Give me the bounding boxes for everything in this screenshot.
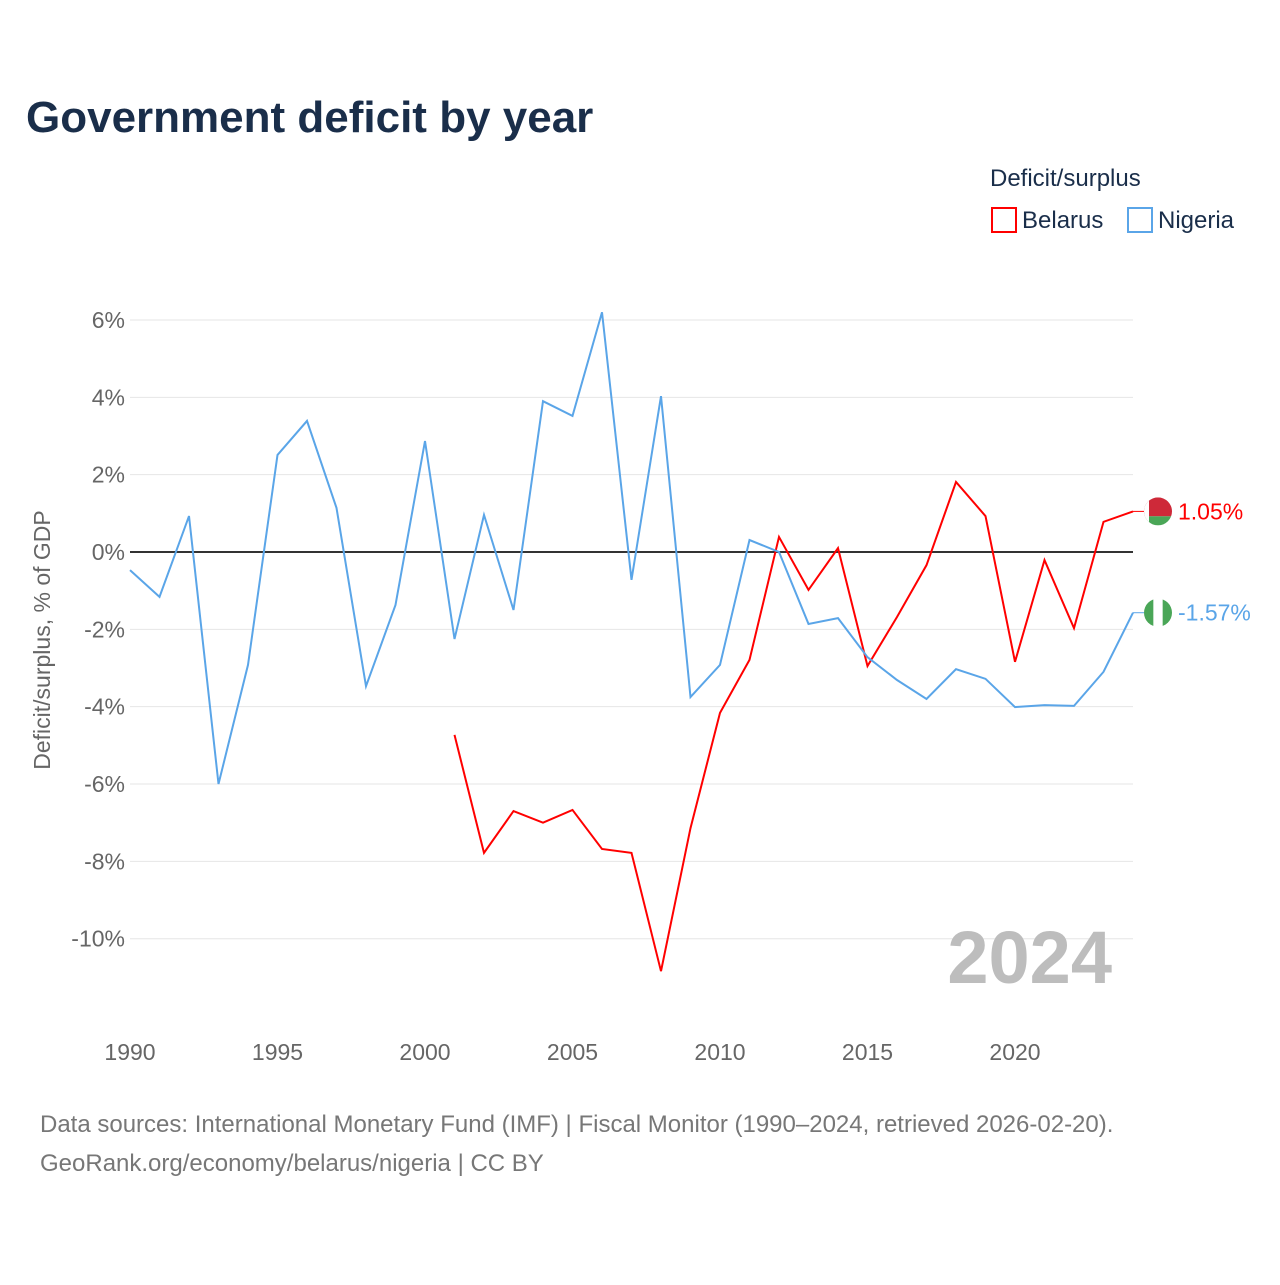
legend-swatch-belarus (992, 208, 1016, 232)
year-watermark: 2024 (947, 916, 1112, 999)
end-label-nigeria: -1.57% (1178, 600, 1251, 626)
x-axis-ticks: 1990 1995 2000 2005 2010 2015 2020 (104, 1039, 1040, 1065)
y-tick-label: -2% (84, 616, 125, 642)
y-tick-label: 2% (92, 462, 125, 488)
y-tick-label: -6% (84, 771, 125, 797)
y-tick-label: -10% (71, 926, 125, 952)
flag-icon-belarus (1144, 497, 1172, 525)
grid (130, 320, 1133, 939)
series-line-nigeria (130, 312, 1133, 784)
chart-title: Government deficit by year (26, 93, 593, 142)
y-tick-label: 0% (92, 539, 125, 565)
legend-swatch-nigeria (1128, 208, 1152, 232)
x-tick-label: 2005 (547, 1039, 598, 1065)
end-labels: 1.05% -1.57% (1133, 497, 1251, 626)
end-label-belarus: 1.05% (1178, 498, 1243, 524)
y-tick-label: -8% (84, 848, 125, 874)
y-axis-ticks: 6% 4% 2% 0% -2% -4% -6% -8% -10% (71, 307, 125, 952)
x-tick-label: 2000 (399, 1039, 450, 1065)
x-tick-label: 2010 (694, 1039, 745, 1065)
x-tick-label: 2015 (842, 1039, 893, 1065)
y-tick-label: 6% (92, 307, 125, 333)
legend-label-belarus: Belarus (1022, 207, 1103, 234)
y-tick-label: 4% (92, 384, 125, 410)
x-tick-label: 2020 (989, 1039, 1040, 1065)
flag-icon-nigeria (1144, 599, 1172, 627)
x-tick-label: 1990 (104, 1039, 155, 1065)
legend-title: Deficit/surplus (990, 165, 1141, 192)
series-line-belarus (455, 482, 1134, 971)
legend-item-nigeria[interactable]: Nigeria (1128, 207, 1235, 234)
y-axis-label: Deficit/surplus, % of GDP (29, 510, 55, 769)
footer-link[interactable]: GeoRank.org/economy/belarus/nigeria | CC… (40, 1150, 544, 1177)
legend-label-nigeria: Nigeria (1158, 207, 1235, 234)
legend-item-belarus[interactable]: Belarus (992, 207, 1103, 234)
x-tick-label: 1995 (252, 1039, 303, 1065)
footer-source: Data sources: International Monetary Fun… (40, 1111, 1113, 1138)
y-tick-label: -4% (84, 694, 125, 720)
series-lines (130, 312, 1133, 971)
